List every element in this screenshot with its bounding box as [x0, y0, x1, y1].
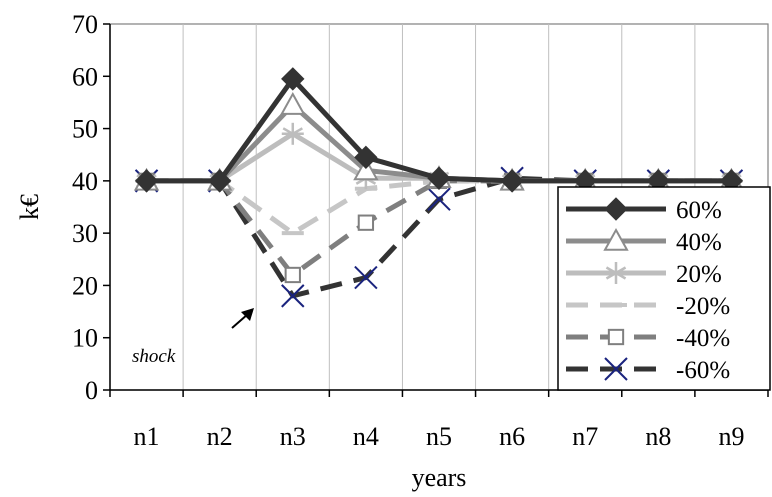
x-stroke [427, 187, 451, 211]
data-point [284, 266, 301, 284]
data-point [353, 157, 379, 181]
legend-label: 20% [676, 261, 722, 288]
legend-label: 40% [676, 229, 722, 256]
series-group [133, 67, 745, 308]
y-tick-label: 30 [72, 219, 98, 248]
x-tick-label: n6 [499, 422, 525, 451]
legend: 60% 40% 20% -20% -40% -60% [557, 186, 771, 391]
y-tick-label: 20 [72, 271, 98, 300]
legend-entry: 40% [566, 227, 722, 256]
x-stroke [354, 265, 378, 290]
data-point [280, 91, 306, 115]
x-tick-label: n1 [134, 422, 160, 451]
data-point [207, 169, 232, 193]
legend-label: -60% [676, 357, 730, 384]
data-point [500, 169, 524, 193]
legend-entry: 20% [566, 261, 722, 288]
y-tick-label: 70 [72, 10, 98, 39]
x-axis-ticks: n1 n2 n3 n4 n5 n6 n7 n8 n9 [109, 390, 769, 451]
data-point [607, 328, 625, 346]
data-point [281, 67, 305, 91]
legend-entry: -20% [566, 293, 730, 320]
x-stroke [604, 357, 628, 381]
annotation-arrow [231, 313, 249, 329]
y-tick-label: 40 [72, 167, 98, 196]
legend-entry: -40% [566, 325, 730, 352]
data-point [281, 122, 304, 145]
x-tick-label: n3 [280, 422, 306, 451]
legend-entry: 60% [566, 197, 722, 224]
annotation-label: shock [132, 346, 176, 367]
data-point [134, 169, 159, 193]
data-point [354, 265, 378, 290]
data-point [281, 284, 305, 308]
legend-box [557, 186, 771, 391]
legend-label: -40% [676, 325, 730, 352]
x-stroke [281, 284, 305, 308]
data-point [427, 187, 451, 211]
legend-label: -20% [676, 293, 730, 320]
y-tick-label: 0 [85, 376, 98, 405]
x-tick-label: n9 [718, 422, 744, 451]
y-tick-label: 60 [72, 62, 98, 91]
x-axis-title: years [412, 463, 467, 492]
data-point [604, 357, 628, 381]
legend-entry: -60% [566, 357, 730, 384]
x-tick-label: n5 [426, 422, 452, 451]
legend-label: 60% [676, 197, 722, 224]
data-point [357, 214, 375, 231]
data-point [604, 197, 628, 221]
annotation-arrowhead [241, 308, 254, 321]
x-tick-label: n4 [353, 422, 379, 451]
shock-annotation: shock [132, 308, 254, 367]
data-point [605, 262, 627, 284]
y-tick-label: 10 [72, 324, 98, 353]
y-axis-ticks: 0 10 20 30 40 50 60 70 [72, 10, 110, 405]
data-point [354, 145, 378, 170]
data-point [427, 166, 451, 190]
y-tick-label: 50 [72, 115, 98, 144]
y-axis-title: k€ [15, 194, 44, 220]
data-point [603, 227, 629, 251]
x-tick-label: n8 [645, 422, 671, 451]
x-tick-label: n2 [207, 422, 233, 451]
x-tick-label: n7 [572, 422, 598, 451]
